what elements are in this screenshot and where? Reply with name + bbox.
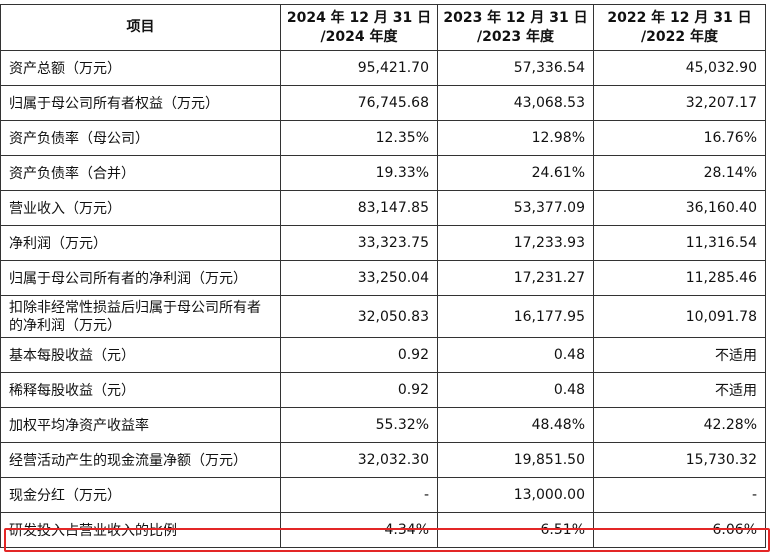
row-label: 稀释每股收益（元） xyxy=(0,372,281,408)
row-label: 扣除非经常性损益后归属于母公司所有者的净利润（万元） xyxy=(0,295,281,338)
value-2023: 12.98% xyxy=(437,120,594,156)
value-2023: 48.48% xyxy=(437,407,594,443)
value-2024: 0.92 xyxy=(280,372,438,408)
value-2023: 6.51% xyxy=(437,512,594,548)
value-2024: 55.32% xyxy=(280,407,438,443)
value-2023: 43,068.53 xyxy=(437,85,594,121)
value-2022: 28.14% xyxy=(593,155,766,191)
value-2022: 不适用 xyxy=(593,337,766,373)
value-2024: 32,050.83 xyxy=(280,295,438,338)
header-2022: 2022 年 12 月 31 日 /2022 年度 xyxy=(593,4,766,51)
table-row: 资产负债率（母公司） 12.35% 12.98% 16.76% xyxy=(0,120,766,156)
row-label: 归属于母公司所有者权益（万元） xyxy=(0,85,281,121)
value-2023: 0.48 xyxy=(437,337,594,373)
value-2024: 95,421.70 xyxy=(280,50,438,86)
table-row: 归属于母公司所有者权益（万元） 76,745.68 43,068.53 32,2… xyxy=(0,85,766,121)
table-row: 加权平均净资产收益率 55.32% 48.48% 42.28% xyxy=(0,407,766,443)
row-label: 现金分红（万元） xyxy=(0,477,281,513)
value-2022: 6.06% xyxy=(593,512,766,548)
header-2022-date: 2022 年 12 月 31 日 xyxy=(607,9,752,26)
row-label: 资产负债率（合并） xyxy=(0,155,281,191)
value-2022: 32,207.17 xyxy=(593,85,766,121)
value-2024: 83,147.85 xyxy=(280,190,438,226)
value-2022: 42.28% xyxy=(593,407,766,443)
value-2024: 0.92 xyxy=(280,337,438,373)
value-2023: 53,377.09 xyxy=(437,190,594,226)
header-2023-year: /2023 年度 xyxy=(477,28,554,45)
row-label: 资产负债率（母公司） xyxy=(0,120,281,156)
row-label: 资产总额（万元） xyxy=(0,50,281,86)
table-row: 基本每股收益（元） 0.92 0.48 不适用 xyxy=(0,337,766,373)
table-row: 营业收入（万元） 83,147.85 53,377.09 36,160.40 xyxy=(0,190,766,226)
header-2024-year: /2024 年度 xyxy=(320,28,398,45)
value-2023: 24.61% xyxy=(437,155,594,191)
highlighted-row: 研发投入占营业收入的比例 4.34% 6.51% 6.06% xyxy=(0,512,766,548)
value-2023: 17,233.93 xyxy=(437,225,594,261)
row-label: 归属于母公司所有者的净利润（万元） xyxy=(0,260,281,296)
header-item: 项目 xyxy=(0,4,281,51)
row-label: 加权平均净资产收益率 xyxy=(0,407,281,443)
value-2024: 76,745.68 xyxy=(280,85,438,121)
row-label: 基本每股收益（元） xyxy=(0,337,281,373)
value-2024: 19.33% xyxy=(280,155,438,191)
value-2023: 13,000.00 xyxy=(437,477,594,513)
table-row: 稀释每股收益（元） 0.92 0.48 不适用 xyxy=(0,372,766,408)
value-2024: 4.34% xyxy=(280,512,438,548)
value-2023: 16,177.95 xyxy=(437,295,594,338)
row-label: 研发投入占营业收入的比例 xyxy=(0,512,281,548)
table-header-row: 项目 2024 年 12 月 31 日 /2024 年度 2023 年 12 月… xyxy=(0,4,766,51)
header-2023: 2023 年 12 月 31 日 /2023 年度 xyxy=(437,4,594,51)
value-2022: 10,091.78 xyxy=(593,295,766,338)
table-row: 资产负债率（合并） 19.33% 24.61% 28.14% xyxy=(0,155,766,191)
value-2023: 19,851.50 xyxy=(437,442,594,478)
table-row: 归属于母公司所有者的净利润（万元） 33,250.04 17,231.27 11… xyxy=(0,260,766,296)
value-2024: 33,323.75 xyxy=(280,225,438,261)
table-row: 净利润（万元） 33,323.75 17,233.93 11,316.54 xyxy=(0,225,766,261)
value-2022: 36,160.40 xyxy=(593,190,766,226)
table-row: 扣除非经常性损益后归属于母公司所有者的净利润（万元） 32,050.83 16,… xyxy=(0,295,766,338)
value-2022: 不适用 xyxy=(593,372,766,408)
value-2024: 12.35% xyxy=(280,120,438,156)
table-row: 现金分红（万元） - 13,000.00 - xyxy=(0,477,766,513)
value-2023: 57,336.54 xyxy=(437,50,594,86)
value-2024: 32,032.30 xyxy=(280,442,438,478)
value-2022: 45,032.90 xyxy=(593,50,766,86)
value-2022: 15,730.32 xyxy=(593,442,766,478)
row-label: 净利润（万元） xyxy=(0,225,281,261)
financial-indicators-table: 项目 2024 年 12 月 31 日 /2024 年度 2023 年 12 月… xyxy=(0,4,766,548)
value-2023: 0.48 xyxy=(437,372,594,408)
value-2022: 11,285.46 xyxy=(593,260,766,296)
table-row: 经营活动产生的现金流量净额（万元） 32,032.30 19,851.50 15… xyxy=(0,442,766,478)
row-label: 经营活动产生的现金流量净额（万元） xyxy=(0,442,281,478)
header-2023-date: 2023 年 12 月 31 日 xyxy=(443,9,588,26)
value-2024: 33,250.04 xyxy=(280,260,438,296)
value-2022: 11,316.54 xyxy=(593,225,766,261)
row-label: 营业收入（万元） xyxy=(0,190,281,226)
table-row: 资产总额（万元） 95,421.70 57,336.54 45,032.90 xyxy=(0,50,766,86)
header-2024: 2024 年 12 月 31 日 /2024 年度 xyxy=(280,4,438,51)
header-2022-year: /2022 年度 xyxy=(641,28,718,45)
value-2022: - xyxy=(593,477,766,513)
value-2024: - xyxy=(280,477,438,513)
value-2022: 16.76% xyxy=(593,120,766,156)
header-2024-date: 2024 年 12 月 31 日 xyxy=(286,9,432,26)
value-2023: 17,231.27 xyxy=(437,260,594,296)
